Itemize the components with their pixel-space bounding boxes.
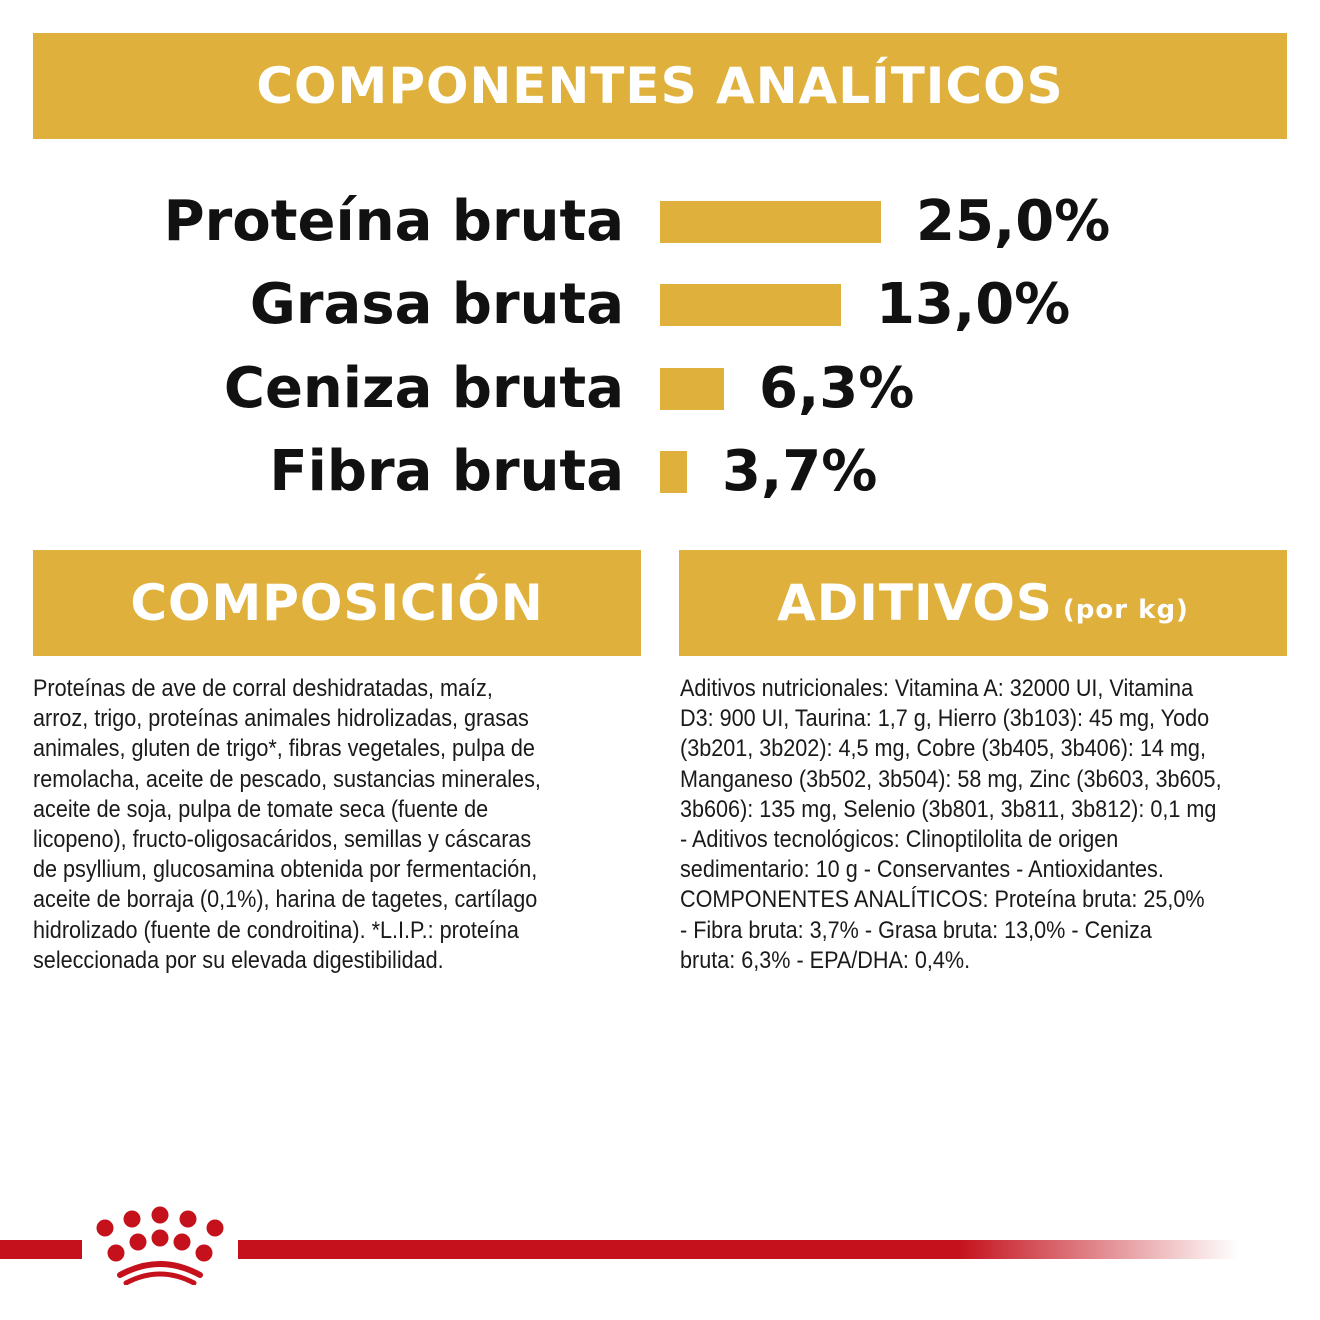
text-line: sedimentario: 10 g - Conservantes - Anti… bbox=[680, 856, 1164, 884]
additives-subtitle: (por kg) bbox=[1062, 595, 1189, 625]
chart-row-ash: Ceniza bruta 6,3% bbox=[0, 349, 1320, 429]
chart-label: Grasa bruta bbox=[249, 272, 624, 337]
chart-row-fiber: Fibra bruta 3,7% bbox=[0, 432, 1320, 512]
text-line: licopeno), fructo-oligosacáridos, semill… bbox=[33, 826, 532, 854]
royal-canin-crown-logo bbox=[96, 1206, 224, 1285]
text-line: Proteínas de ave de corral deshidratadas… bbox=[33, 675, 493, 702]
text-line: 3b606): 135 mg, Selenio (3b801, 3b811, 3… bbox=[680, 795, 1217, 823]
text-line: - Aditivos tecnológicos: Clinoptilolita … bbox=[680, 826, 1119, 854]
text-line: - Fibra bruta: 3,7% - Grasa bruta: 13,0%… bbox=[680, 916, 1152, 944]
additives-banner: ADITIVOS (por kg) bbox=[679, 550, 1287, 656]
text-line: de psyllium, glucosamina obtenida por fe… bbox=[33, 856, 538, 884]
chart-row-fat: Grasa bruta 13,0% bbox=[0, 265, 1320, 345]
chart-value: 3,7% bbox=[722, 439, 878, 504]
chart-bar bbox=[660, 284, 841, 326]
brand-line-left bbox=[0, 1240, 82, 1259]
text-line: aceite de soja, pulpa de tomate seca (fu… bbox=[33, 795, 489, 823]
chart-bar bbox=[660, 451, 687, 493]
banner-title: COMPONENTES ANALÍTICOS bbox=[256, 57, 1064, 115]
chart-label: Fibra bruta bbox=[269, 439, 624, 504]
text-line: aceite de borraja (0,1%), harina de tage… bbox=[33, 886, 538, 914]
text-line: Manganeso (3b502, 3b504): 58 mg, Zinc (3… bbox=[680, 765, 1222, 793]
composition-text: Proteínas de ave de corral deshidratadas… bbox=[33, 674, 597, 976]
chart-bar bbox=[660, 368, 724, 410]
chart-bar bbox=[660, 201, 881, 243]
chart-row-protein: Proteína bruta 25,0% bbox=[0, 182, 1320, 262]
chart-value: 6,3% bbox=[759, 356, 915, 421]
text-line: COMPONENTES ANALÍTICOS: Proteína bruta: … bbox=[680, 886, 1205, 914]
text-line: (3b201, 3b202): 4,5 mg, Cobre (3b405, 3b… bbox=[680, 735, 1206, 763]
brand-line-right bbox=[238, 1240, 1238, 1259]
chart-value: 25,0% bbox=[916, 189, 1111, 254]
text-line: seleccionada por su elevada digestibilid… bbox=[33, 946, 444, 974]
additives-text: Aditivos nutricionales: Vitamina A: 3200… bbox=[680, 674, 1282, 976]
chart-value: 13,0% bbox=[876, 272, 1071, 337]
chart-label: Ceniza bruta bbox=[223, 356, 624, 421]
text-line: animales, gluten de trigo*, fibras veget… bbox=[33, 735, 535, 763]
text-line: Aditivos nutricionales: Vitamina A: 3200… bbox=[680, 675, 1194, 702]
text-line: bruta: 6,3% - EPA/DHA: 0,4%. bbox=[680, 946, 971, 974]
text-line: D3: 900 UI, Taurina: 1,7 g, Hierro (3b10… bbox=[680, 705, 1210, 733]
text-line: hidrolizado (fuente de condroitina). *L.… bbox=[33, 916, 519, 944]
text-line: remolacha, aceite de pescado, sustancias… bbox=[33, 765, 541, 793]
composition-banner: COMPOSICIÓN bbox=[33, 550, 641, 656]
composition-title: COMPOSICIÓN bbox=[130, 574, 544, 632]
text-line: arroz, trigo, proteínas animales hidroli… bbox=[33, 705, 529, 733]
chart-label: Proteína bruta bbox=[163, 189, 624, 254]
analytic-components-banner: COMPONENTES ANALÍTICOS bbox=[33, 33, 1287, 139]
additives-title: ADITIVOS bbox=[777, 574, 1053, 632]
